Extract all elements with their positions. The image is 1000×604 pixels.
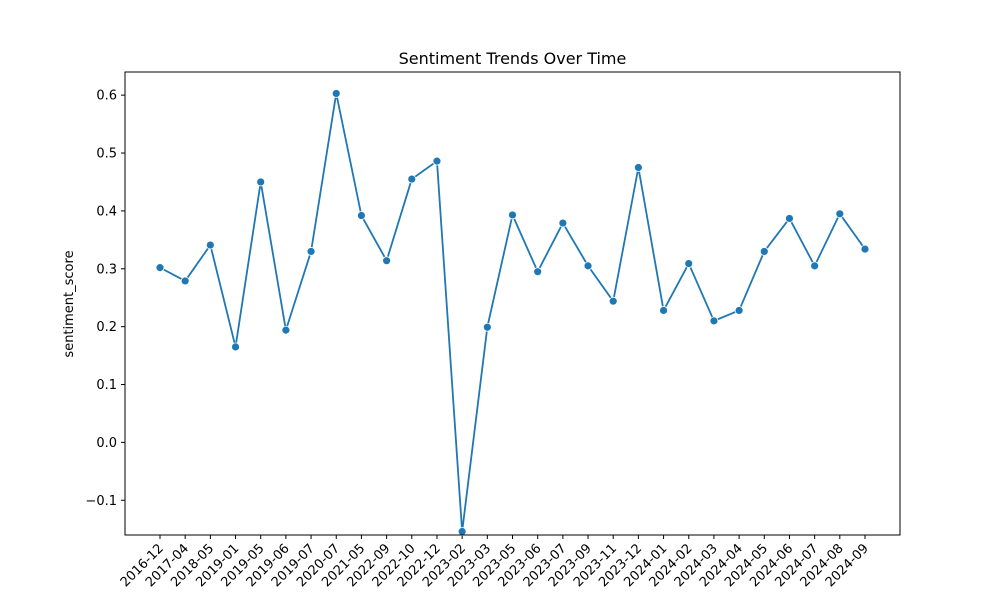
data-point [659,306,668,315]
data-point [432,156,442,166]
data-point [583,261,593,271]
data-point [306,247,316,256]
data-point [684,259,694,268]
data-point [231,342,240,352]
plot-frame [124,71,901,536]
y-tick-label: −0.1 [85,494,117,509]
y-tick-label: 0.6 [96,89,117,104]
data-point [382,256,392,266]
data-point [508,210,517,220]
data-point [734,306,744,315]
data-point [810,261,820,271]
data-point [835,209,845,219]
y-tick-label: 0.3 [96,262,117,277]
data-point [457,527,467,536]
data-point [785,214,794,223]
data-point [155,263,165,273]
chart-title: Sentiment Trends Over Time [399,49,627,68]
data-point [633,163,643,172]
y-tick-label: 0.5 [96,147,117,162]
data-point [558,218,568,228]
y-axis-ticks: −0.1 0.0 0.1 0.2 0.3 0.4 0.5 0.6 [85,89,125,509]
data-point [407,174,417,184]
y-tick-label: 0.1 [96,378,117,393]
data-point [860,244,870,254]
data-point [533,267,543,277]
y-tick-label: 0.4 [96,204,117,219]
series-line [159,92,866,533]
data-point [256,177,266,187]
data-point [357,211,366,220]
y-axis-label: sentiment_score [62,250,77,357]
data-point [482,322,492,332]
y-tick-label: 0.0 [96,436,117,451]
data-point [709,316,719,326]
x-axis-ticks: 2016-122017-042018-052019-012019-052019-… [118,535,872,590]
data-point [281,325,291,335]
data-point [759,247,769,256]
data-point [180,276,190,286]
data-point [608,296,618,306]
data-point [331,89,341,98]
data-point [205,240,215,250]
y-tick-label: 0.2 [96,320,117,335]
series-group [155,89,870,536]
